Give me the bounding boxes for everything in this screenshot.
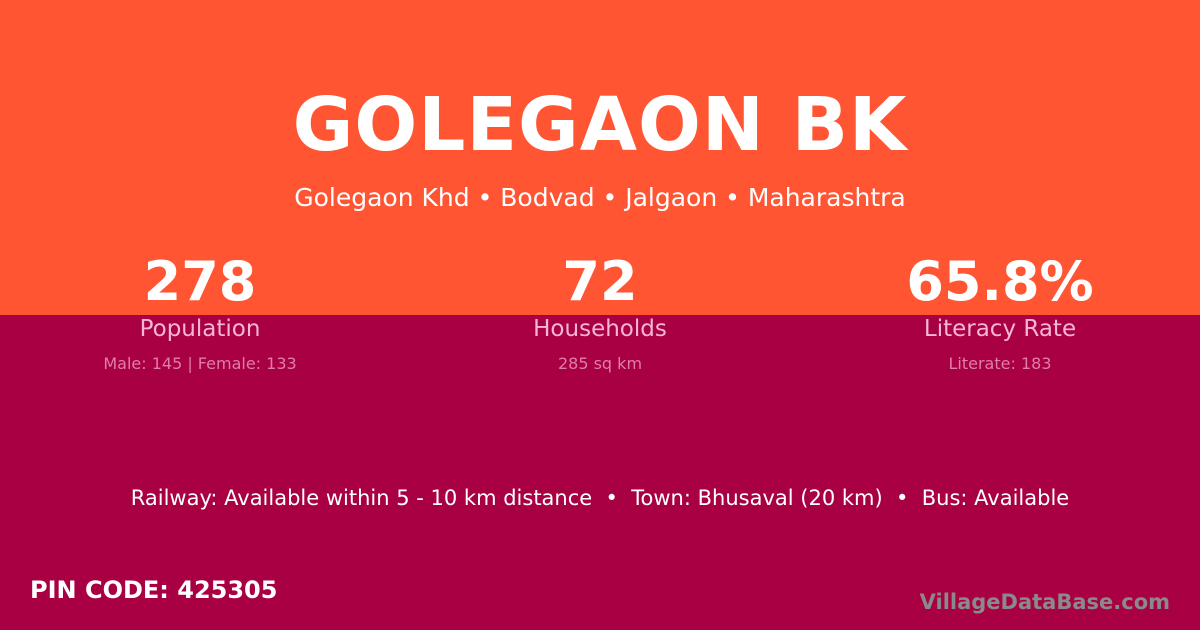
- population-label: Population: [139, 316, 261, 342]
- pin-code: PIN CODE: 425305: [30, 576, 278, 604]
- population-detail: Male: 145 | Female: 133: [103, 354, 297, 373]
- households-value: 72: [562, 250, 638, 313]
- households-detail: 285 sq km: [557, 354, 643, 373]
- literacy-detail: Literate: 183: [948, 354, 1052, 373]
- connectivity-info: Railway: Available within 5 - 10 km dist…: [130, 486, 1070, 510]
- body-band: [0, 315, 1200, 630]
- village-title: GOLEGAON BK: [292, 82, 908, 168]
- literacy-label: Literacy Rate: [923, 316, 1077, 342]
- brand-watermark: VillageDataBase.com: [919, 590, 1170, 614]
- location-subtitle: Golegaon Khd • Bodvad • Jalgaon • Mahara…: [294, 183, 906, 212]
- households-label: Households: [533, 316, 667, 342]
- header-band: [0, 0, 1200, 315]
- population-value: 278: [143, 250, 257, 313]
- literacy-value: 65.8%: [906, 250, 1094, 313]
